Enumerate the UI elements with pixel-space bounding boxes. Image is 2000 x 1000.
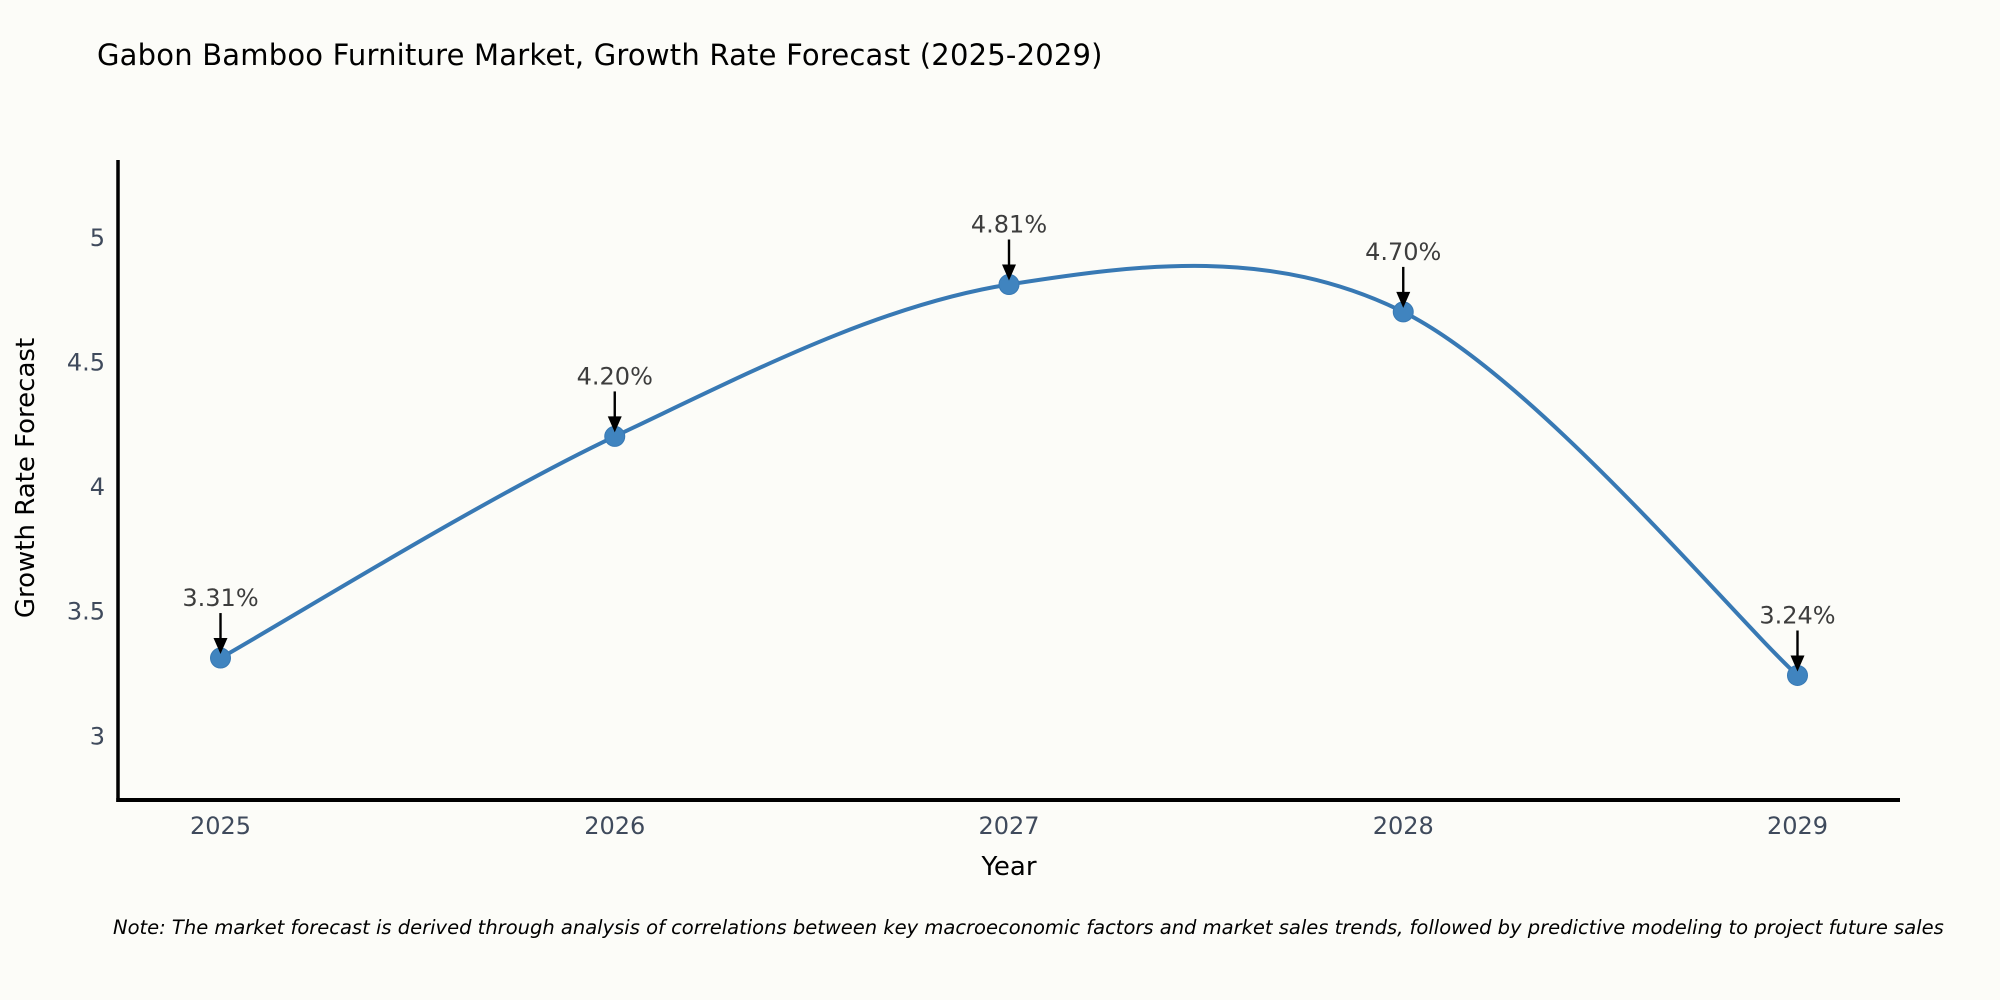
y-tick-label: 5	[90, 224, 105, 252]
x-tick-label: 2027	[978, 812, 1039, 840]
chart-title: Gabon Bamboo Furniture Market, Growth Ra…	[97, 38, 1103, 72]
forecast-line	[219, 263, 1799, 677]
annotation-arrowhead-icon	[1790, 655, 1805, 672]
y-axis-title: Growth Rate Forecast	[11, 337, 41, 619]
y-tick-label: 4.5	[67, 349, 105, 377]
annotation-arrowhead-icon	[1396, 291, 1411, 308]
data-point-label: 3.24%	[1759, 601, 1835, 629]
footnote: Note: The market forecast is derived thr…	[113, 916, 1944, 939]
x-tick-label: 2025	[190, 812, 251, 840]
y-tick-label: 4	[90, 473, 105, 501]
x-tick-label: 2028	[1373, 812, 1434, 840]
annotation-arrowhead-icon	[213, 638, 228, 655]
data-point-label: 4.20%	[577, 362, 653, 390]
annotation-arrowhead-icon	[1002, 264, 1016, 281]
y-tick-label: 3.5	[67, 598, 105, 626]
data-point-label: 3.31%	[182, 584, 258, 612]
data-point-label: 4.81%	[971, 211, 1047, 239]
data-point-label: 4.70%	[1365, 238, 1441, 266]
x-axis-title: Year	[981, 852, 1037, 882]
annotation-arrowhead-icon	[607, 416, 622, 433]
x-tick-label: 2029	[1767, 812, 1828, 840]
y-tick-label: 3	[90, 722, 105, 750]
x-tick-label: 2026	[584, 812, 645, 840]
